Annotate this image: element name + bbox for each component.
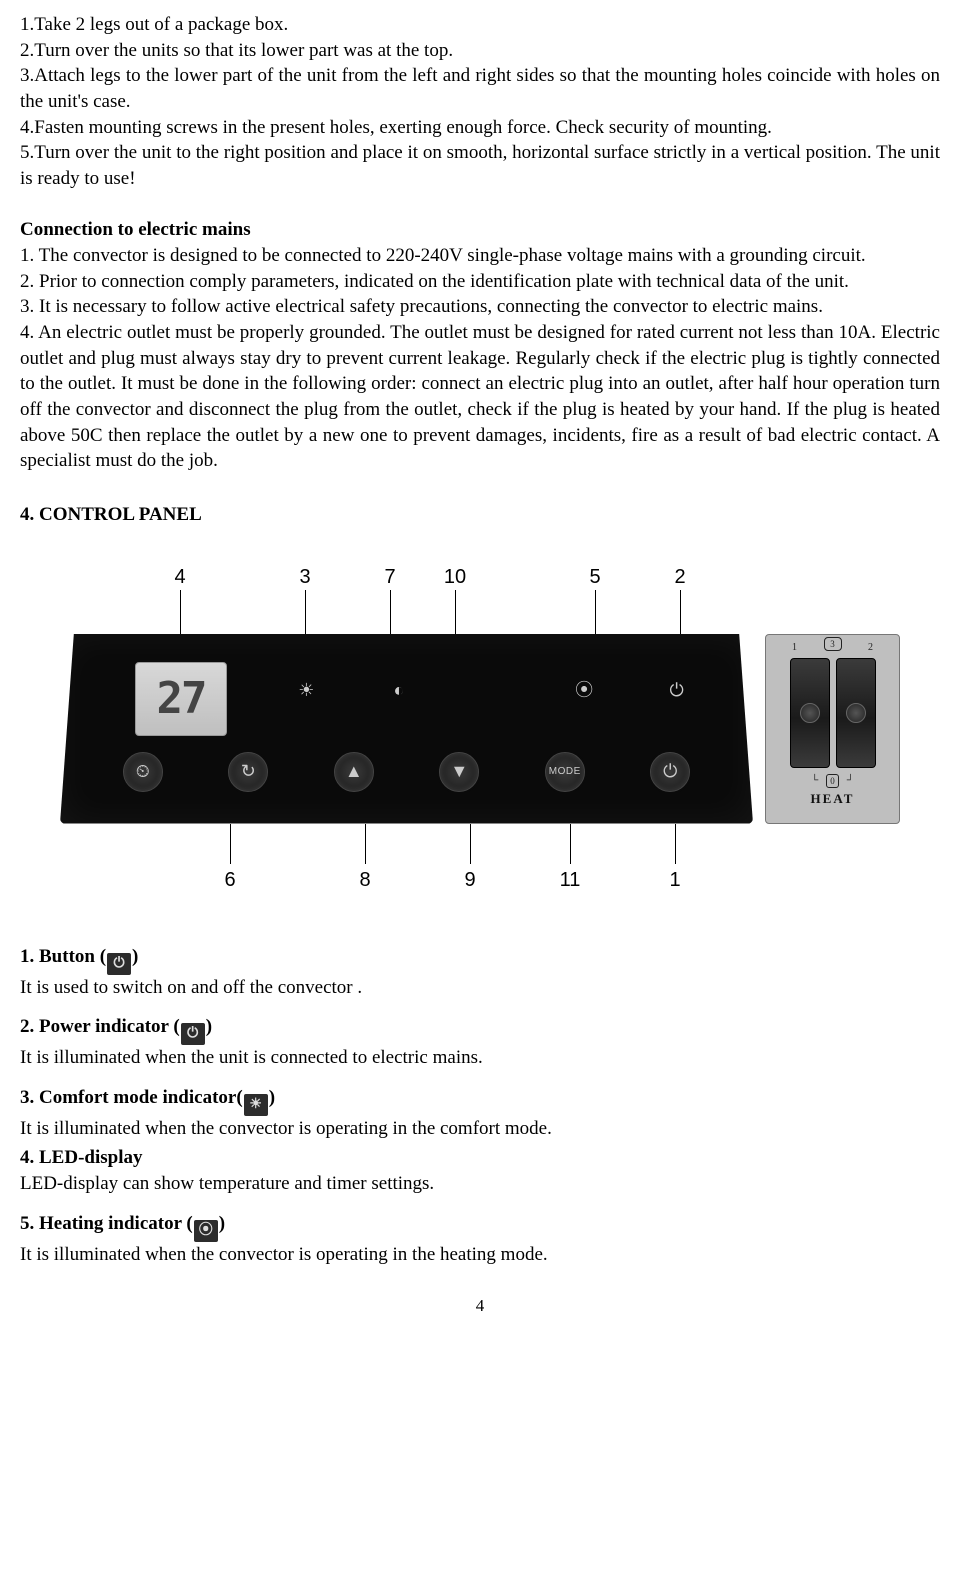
item-1-title: 1. Button (⏻) [20, 944, 940, 975]
rocker-num-2: 2 [868, 641, 873, 655]
callout-5: 5 [589, 564, 600, 591]
item-4-desc: LED-display can show temperature and tim… [20, 1171, 940, 1197]
install-step-2: 2.Turn over the units so that its lower … [20, 38, 940, 64]
led-display: 27 [135, 662, 227, 736]
callout-8: 8 [359, 867, 370, 894]
mode-button[interactable]: MODE [545, 752, 585, 792]
control-panel-diagram: 4 3 7 10 5 2 27 ☀ ◐ ⦿ [20, 564, 940, 894]
item-1-desc: It is used to switch on and off the conv… [20, 975, 940, 1001]
callout-4: 4 [174, 564, 185, 591]
callout-7: 7 [384, 564, 395, 591]
callout-11: 11 [560, 867, 581, 894]
moon-icon: ◐ [388, 680, 410, 702]
sun-icon: ☀ [244, 1094, 268, 1116]
rocker-zero: 0 [826, 774, 839, 788]
heat-icon: ⦿ [194, 1220, 218, 1242]
callout-2: 2 [674, 564, 685, 591]
power-button[interactable]: ⏻ [650, 752, 690, 792]
sun-icon: ☀ [295, 680, 317, 702]
up-button[interactable]: ▲ [334, 752, 374, 792]
install-step-4: 4.Fasten mounting screws in the present … [20, 115, 940, 141]
item-3-title: 3. Comfort mode indicator(☀) [20, 1085, 940, 1116]
callout-9: 9 [464, 867, 475, 894]
install-step-1: 1.Take 2 legs out of a package box. [20, 12, 940, 38]
connection-heading: Connection to electric mains [20, 217, 940, 243]
callout-6: 6 [224, 867, 235, 894]
item-3-desc: It is illuminated when the convector is … [20, 1116, 940, 1142]
diagram-top-labels: 4 3 7 10 5 2 [60, 564, 900, 634]
item-2-desc: It is illuminated when the unit is conne… [20, 1045, 940, 1071]
rocker-switch-left[interactable] [790, 658, 830, 768]
callout-1: 1 [669, 867, 680, 894]
connection-p4: 4. An electric outlet must be properly g… [20, 320, 940, 474]
placeholder-ind [480, 680, 502, 702]
callout-3: 3 [299, 564, 310, 591]
connection-p2: 2. Prior to connection comply parameters… [20, 269, 940, 295]
down-button[interactable]: ▼ [439, 752, 479, 792]
item-5-title: 5. Heating indicator (⦿) [20, 1211, 940, 1242]
heat-switch-panel: 1 3 2 └ 0 ┘ HEAT [765, 634, 900, 824]
callout-10: 10 [444, 564, 466, 591]
rocker-num-3: 3 [824, 637, 842, 651]
control-panel-heading: 4. CONTROL PANEL [20, 502, 940, 528]
timer-button[interactable]: ⏲ [123, 752, 163, 792]
item-4-title: 4. LED-display [20, 1145, 940, 1171]
item-5-desc: It is illuminated when the convector is … [20, 1242, 940, 1268]
item-2-title: 2. Power indicator (⏻) [20, 1014, 940, 1045]
connection-p1: 1. The convector is designed to be conne… [20, 243, 940, 269]
install-step-3: 3.Attach legs to the lower part of the u… [20, 63, 940, 114]
rocker-switch-right[interactable] [836, 658, 876, 768]
power-icon: ⏻ [107, 953, 131, 975]
power-ind-icon: ⏻ [666, 680, 688, 702]
control-panel-face: 27 ☀ ◐ ⦿ ⏻ ⏲ ↻ ▲ ▼ MODE ⏻ [60, 634, 753, 824]
connection-p3: 3. It is necessary to follow active elec… [20, 294, 940, 320]
page-number: 4 [20, 1295, 940, 1318]
install-step-5: 5.Turn over the unit to the right positi… [20, 140, 940, 191]
heat-icon: ⦿ [573, 680, 595, 702]
heat-label: HEAT [811, 790, 855, 808]
rocker-num-1: 1 [792, 641, 797, 655]
cycle-button[interactable]: ↻ [228, 752, 268, 792]
led-value: 27 [157, 669, 206, 728]
diagram-bottom-labels: 6 8 9 11 1 [60, 824, 900, 894]
power-icon: ⏻ [181, 1023, 205, 1045]
